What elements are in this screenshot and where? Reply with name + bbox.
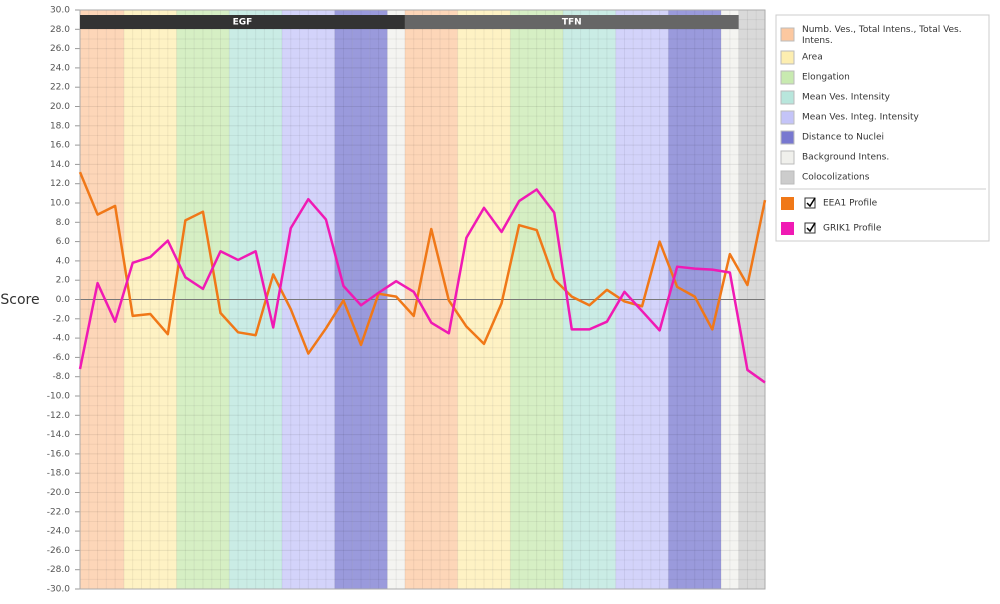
y-tick-label: -24.0 <box>47 527 71 537</box>
legend-swatch <box>780 70 795 85</box>
y-tick-label: 0.0 <box>56 295 71 305</box>
y-tick-label: -14.0 <box>47 430 71 440</box>
legend-swatch <box>780 170 795 185</box>
legend-label: GRIK1 Profile <box>823 224 882 234</box>
legend-label: Elongation <box>802 73 850 83</box>
legend-label: Distance to Nuclei <box>802 133 884 143</box>
legend-label: Area <box>802 53 823 63</box>
y-tick-label: 6.0 <box>56 237 71 247</box>
y-tick-label: -2.0 <box>52 314 70 324</box>
y-tick-label: 30.0 <box>50 6 70 16</box>
y-tick-label: 10.0 <box>50 199 70 209</box>
y-tick-label: -28.0 <box>47 565 71 575</box>
legend-swatch <box>781 222 794 235</box>
y-tick-label: -26.0 <box>47 546 71 556</box>
legend-label: Numb. Ves., Total Intens., Total Ves. Int… <box>802 25 962 46</box>
legend-swatch <box>780 27 795 42</box>
legend-label: Background Intens. <box>802 153 889 163</box>
y-tick-label: 12.0 <box>50 179 70 189</box>
group-label: TFN <box>562 18 582 28</box>
series-line <box>78 171 767 355</box>
legend-swatch <box>781 197 794 210</box>
y-tick-label: 16.0 <box>50 141 70 151</box>
y-tick-label: -4.0 <box>52 334 70 344</box>
legend-checkbox[interactable] <box>804 197 816 209</box>
legend-label-line: Intens. <box>802 36 833 46</box>
y-tick-label: 18.0 <box>50 121 70 131</box>
group-header <box>80 15 405 29</box>
legend-label-line: Numb. Ves., Total Intens., Total Ves. <box>802 25 962 35</box>
legend-checkmark <box>806 197 816 208</box>
y-tick-label: 4.0 <box>56 256 71 266</box>
legend-checkmark <box>806 222 816 233</box>
y-tick-label: -8.0 <box>52 372 70 382</box>
group-header <box>404 15 739 29</box>
legend-label: Mean Ves. Intensity <box>802 93 891 103</box>
legend-swatch <box>780 150 795 165</box>
y-tick-label: 2.0 <box>56 276 71 286</box>
y-tick-label: 26.0 <box>50 44 70 54</box>
legend-swatch <box>780 50 795 65</box>
series-line <box>78 188 766 384</box>
legend-label: Mean Ves. Integ. Intensity <box>802 113 919 123</box>
legend-swatch <box>780 130 795 145</box>
legend-checkbox[interactable] <box>804 222 816 234</box>
y-tick-label: 20.0 <box>50 102 70 112</box>
y-tick-label: -12.0 <box>47 411 71 421</box>
y-tick-label: -30.0 <box>47 585 71 595</box>
legend-label: EEA1 Profile <box>823 199 878 209</box>
y-tick-label: -22.0 <box>47 507 71 517</box>
y-tick-label: 24.0 <box>50 63 70 73</box>
y-tick-label: -10.0 <box>47 392 71 402</box>
y-tick-label: -18.0 <box>47 469 71 479</box>
legend-swatch <box>780 110 795 125</box>
y-tick-label: 14.0 <box>50 160 70 170</box>
plot-border <box>79 9 766 590</box>
y-axis-label: Score <box>0 292 39 308</box>
y-tick-label: 8.0 <box>56 218 71 228</box>
legend-swatch <box>780 90 795 105</box>
y-tick-label: 22.0 <box>50 83 70 93</box>
y-tick-label: -20.0 <box>47 488 71 498</box>
group-label: EGF <box>233 18 253 28</box>
legend-label: Colocolizations <box>802 173 870 183</box>
y-tick-label: -6.0 <box>52 353 70 363</box>
y-tick-label: 28.0 <box>50 25 70 35</box>
y-tick-label: -16.0 <box>47 449 71 459</box>
